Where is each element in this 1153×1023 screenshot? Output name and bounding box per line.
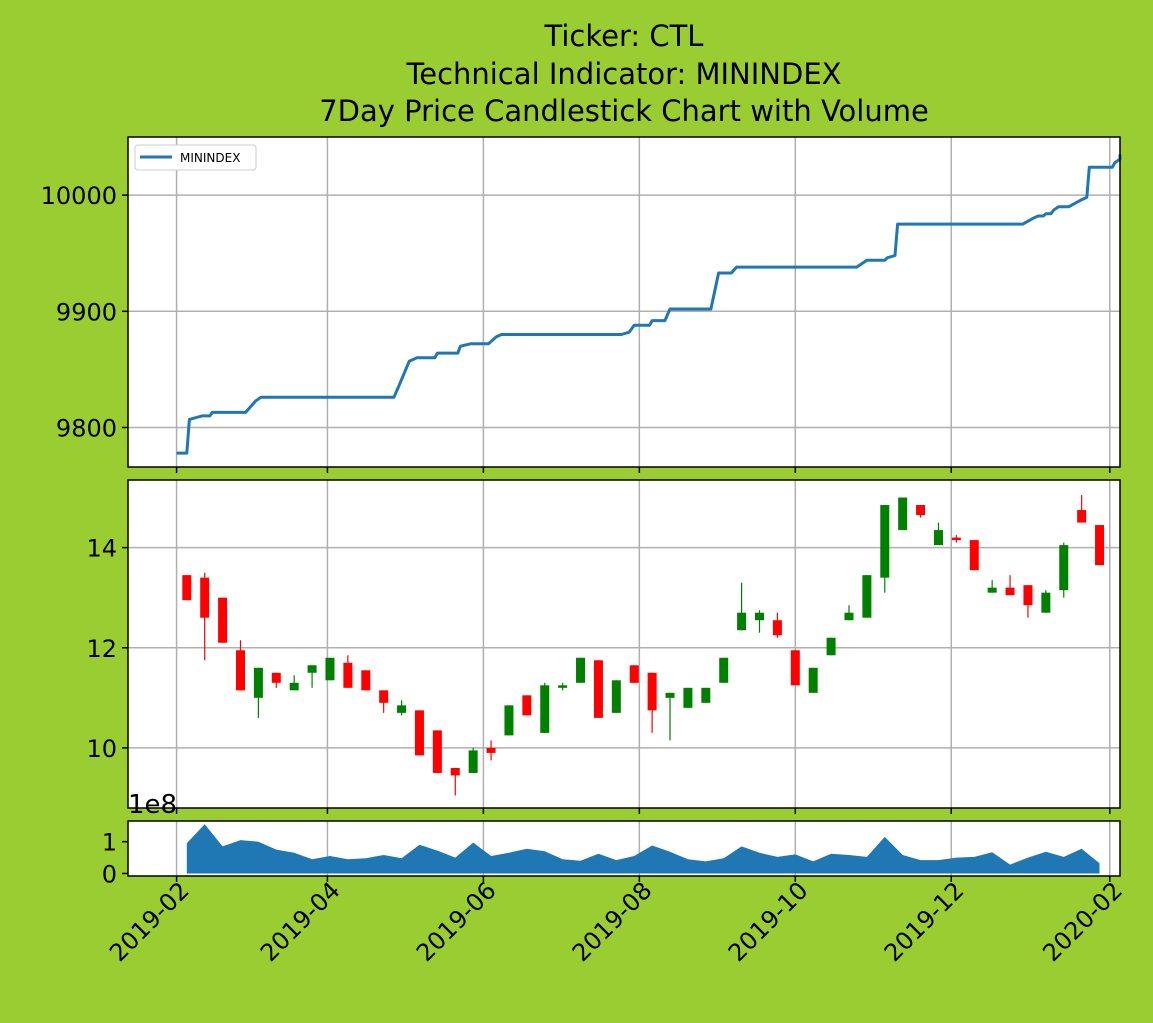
candle-body-45 xyxy=(987,587,997,593)
minindex-line xyxy=(176,154,1122,455)
candlesticks xyxy=(182,495,1105,796)
candle-body-0 xyxy=(182,575,192,601)
candle-body-20 xyxy=(540,685,550,733)
candle-body-12 xyxy=(397,705,407,713)
volume-y-axis: 01 xyxy=(102,829,128,888)
candle-body-47 xyxy=(1023,585,1033,606)
x-tick-label-5: 2019-12 xyxy=(879,876,970,967)
candle-body-18 xyxy=(504,705,514,736)
chart-title: Ticker: CTL Technical Indicator: MININDE… xyxy=(319,19,929,128)
ind-ytick-label-0: 9800 xyxy=(56,414,117,442)
candle-body-7 xyxy=(307,665,317,673)
title-line-indicator: Technical Indicator: MININDEX xyxy=(405,57,841,91)
candle-body-49 xyxy=(1059,545,1069,591)
candle-body-9 xyxy=(343,662,353,688)
candle-body-10 xyxy=(361,670,371,691)
candle-body-36 xyxy=(826,637,836,656)
candle-body-4 xyxy=(253,667,263,698)
candle-body-34 xyxy=(790,650,800,686)
candle-body-32 xyxy=(755,612,765,621)
vol-ytick-label-0: 0 xyxy=(102,860,117,888)
candle-body-24 xyxy=(611,680,621,713)
candle-body-43 xyxy=(951,537,961,541)
x-tick-label-1: 2019-04 xyxy=(255,876,346,967)
price-plot-area xyxy=(128,480,1120,808)
volume-frame xyxy=(127,820,1121,877)
x-tick-label-4: 2019-10 xyxy=(723,876,814,967)
candle-body-46 xyxy=(1005,587,1015,596)
candle-body-13 xyxy=(414,710,424,756)
candle-body-22 xyxy=(576,657,586,683)
candle-body-29 xyxy=(701,687,711,703)
candle-body-5 xyxy=(271,672,281,683)
candle-body-3 xyxy=(235,650,245,691)
ind-ytick-label-1: 9900 xyxy=(56,298,117,326)
candle-body-11 xyxy=(379,690,389,703)
candle-body-6 xyxy=(289,682,299,691)
indicator-frame xyxy=(127,136,1121,468)
ind-ytick-label-2: 10000 xyxy=(41,182,117,210)
candle-body-2 xyxy=(218,597,228,643)
candle-body-50 xyxy=(1077,510,1087,523)
candle-body-23 xyxy=(593,660,603,718)
candle-body-17 xyxy=(486,747,496,753)
candle-body-1 xyxy=(200,577,210,618)
volume-panel: 01 1e8 xyxy=(102,790,1121,888)
candle-body-40 xyxy=(898,497,908,531)
candle-body-30 xyxy=(719,657,729,683)
price-grid xyxy=(128,480,1120,808)
price-y-axis: 10 12 14 xyxy=(86,535,128,763)
price-frame xyxy=(127,479,1121,809)
candle-body-44 xyxy=(969,540,979,571)
price-ytick-label-1: 12 xyxy=(86,635,117,663)
volume-area xyxy=(186,824,1100,874)
x-tick-label-6: 2020-02 xyxy=(1037,876,1128,967)
candle-body-19 xyxy=(522,695,532,716)
candle-body-48 xyxy=(1041,592,1051,613)
x-tick-label-2: 2019-06 xyxy=(411,876,502,967)
candle-body-51 xyxy=(1095,525,1105,566)
candle-body-21 xyxy=(558,685,568,688)
candle-body-33 xyxy=(772,620,782,636)
candle-body-35 xyxy=(808,667,818,693)
candle-body-14 xyxy=(432,730,442,773)
indicator-plot-area xyxy=(128,137,1120,467)
candle-body-31 xyxy=(737,612,747,631)
candle-body-42 xyxy=(933,530,943,546)
candle-body-27 xyxy=(665,692,675,698)
price-panel: 10 12 14 xyxy=(86,479,1121,814)
x-tick-label-3: 2019-08 xyxy=(567,876,658,967)
candle-body-38 xyxy=(862,575,872,618)
legend-label-minindex: MININDEX xyxy=(180,151,240,165)
candle-body-25 xyxy=(629,665,639,683)
price-ytick-label-2: 14 xyxy=(86,535,117,563)
vol-ytick-label-1: 1 xyxy=(102,829,117,857)
price-ytick-label-0: 10 xyxy=(86,735,117,763)
indicator-panel: 9800 9900 10000 MININDEX xyxy=(41,136,1122,473)
candle-body-37 xyxy=(844,612,854,621)
indicator-x-ticks xyxy=(175,467,1111,473)
candle-body-28 xyxy=(683,687,693,708)
price-x-ticks xyxy=(175,808,1111,814)
title-line-ticker: Ticker: CTL xyxy=(544,19,704,53)
volume-scale-label: 1e8 xyxy=(128,790,177,820)
indicator-legend: MININDEX xyxy=(134,144,257,171)
candle-body-15 xyxy=(450,767,460,776)
legend-box xyxy=(134,144,257,171)
candle-body-39 xyxy=(880,505,890,578)
title-line-chart: 7Day Price Candlestick Chart with Volume xyxy=(319,94,929,128)
candle-body-26 xyxy=(647,672,657,711)
candle-body-8 xyxy=(325,657,335,681)
x-tick-label-0: 2019-02 xyxy=(104,876,195,967)
candle-body-41 xyxy=(916,505,926,516)
indicator-y-axis: 9800 9900 10000 xyxy=(41,182,128,442)
indicator-grid xyxy=(128,137,1120,467)
date-x-axis: 2019-02 2019-04 2019-06 2019-08 2019-10 2019-… xyxy=(104,876,1128,967)
candle-body-16 xyxy=(468,750,478,773)
